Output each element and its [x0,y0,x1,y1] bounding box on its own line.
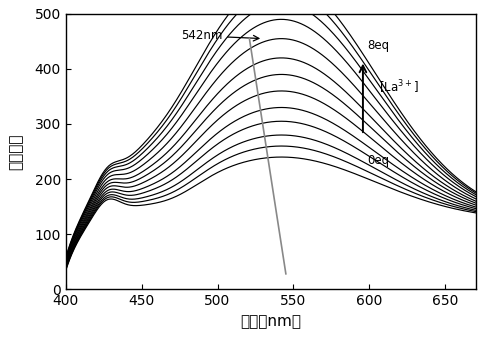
Text: $[\mathrm{La}^{3+}]$: $[\mathrm{La}^{3+}]$ [379,78,419,96]
Y-axis label: 药光强度: 药光强度 [8,133,23,170]
Text: 542nm: 542nm [181,29,259,42]
Text: 8eq: 8eq [367,39,389,52]
X-axis label: 波长（nm）: 波长（nm） [240,314,301,329]
Text: 0eq: 0eq [367,154,389,167]
